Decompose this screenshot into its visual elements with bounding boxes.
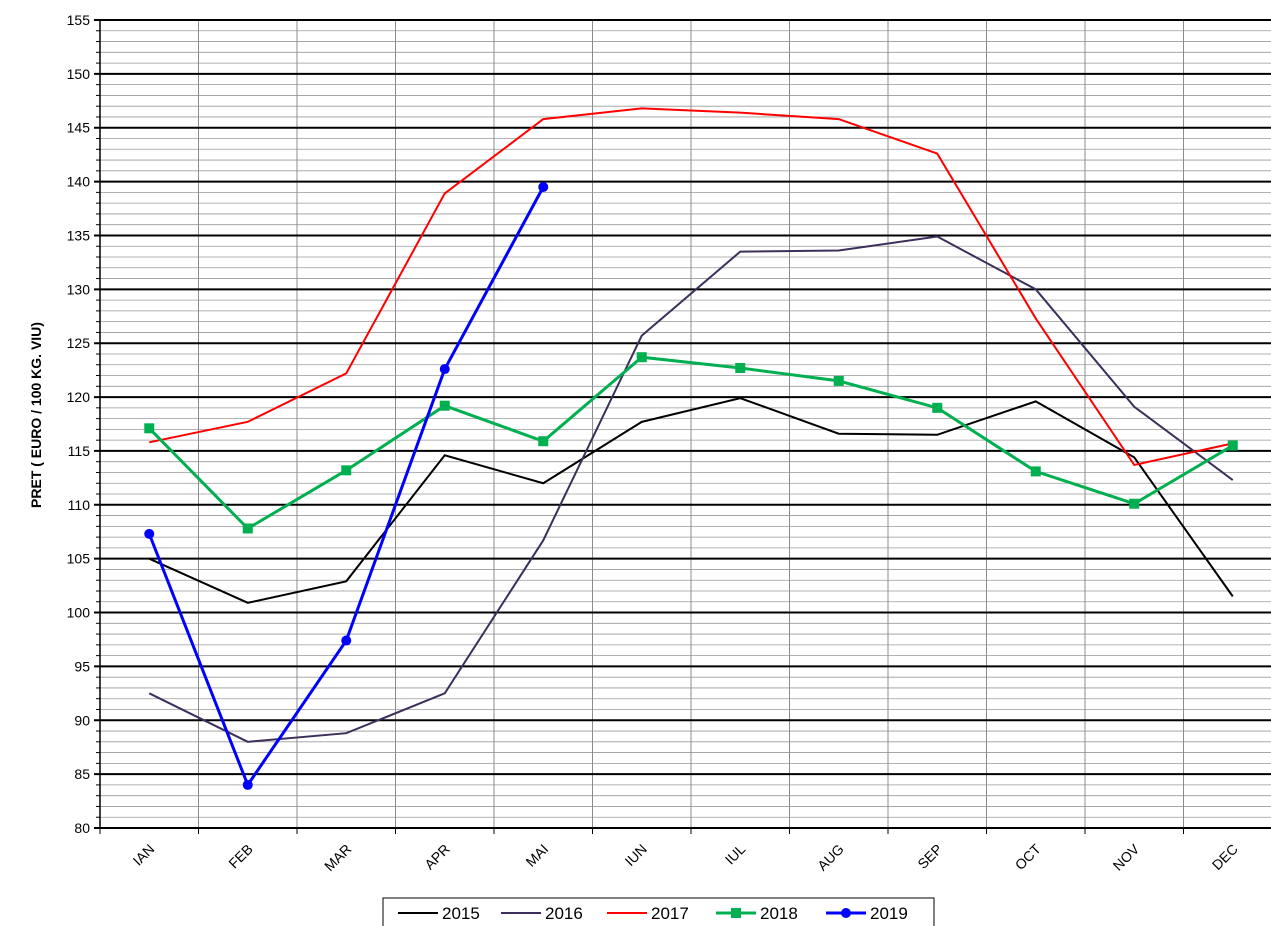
series-2016 — [148, 235, 1234, 743]
data-point — [341, 635, 352, 646]
x-tick-label: APR — [421, 841, 453, 873]
y-tick-label: 95 — [74, 658, 90, 674]
legend-marker — [841, 908, 851, 918]
x-tick-label: MAI — [522, 841, 551, 870]
x-tick-label: MAR — [321, 841, 354, 874]
series-2018 — [144, 352, 1238, 534]
legend-marker — [731, 908, 741, 918]
x-tick-label: IAN — [130, 841, 158, 869]
series-line — [148, 355, 1234, 531]
vertical-gridlines — [198, 20, 1184, 828]
data-point — [538, 181, 549, 192]
x-tick-label: NOV — [1110, 840, 1143, 873]
series-line — [147, 186, 545, 789]
y-tick-label: 100 — [67, 605, 91, 621]
y-tick-label: 135 — [67, 227, 91, 243]
y-tick-label: 150 — [67, 66, 91, 82]
x-tick-label: FEB — [225, 841, 256, 872]
y-tick-label: 155 — [67, 12, 91, 28]
legend-label: 2018 — [760, 904, 798, 923]
y-tick-label: 115 — [68, 443, 91, 459]
data-point — [341, 465, 352, 476]
x-tick-label: OCT — [1012, 840, 1045, 873]
y-tick-label: 90 — [74, 712, 90, 728]
y-tick-label: 130 — [67, 281, 91, 297]
y-tick-label: 85 — [74, 766, 90, 782]
legend-label: 2015 — [442, 904, 480, 923]
axes — [99, 20, 1271, 834]
y-axis-label: PRET ( EURO / 100 KG. VIU) — [28, 322, 44, 508]
y-tick-label: 140 — [67, 174, 91, 190]
x-tick-label: IUL — [722, 841, 749, 868]
legend-label: 2019 — [870, 904, 908, 923]
series-2017 — [149, 107, 1233, 467]
x-tick-label: IUN — [621, 841, 649, 869]
y-tick-label: 125 — [67, 335, 91, 351]
data-point — [144, 528, 155, 539]
data-point — [242, 523, 253, 534]
y-tick-label: 145 — [67, 120, 91, 136]
data-point — [833, 375, 844, 386]
x-tick-label: AUG — [814, 841, 847, 874]
legend-label: 2017 — [651, 904, 689, 923]
y-tick-label: 110 — [68, 497, 91, 513]
data-point — [538, 436, 549, 447]
y-tick-labels: 80 85 90 95 100 105 110 115 120 125 130 135 140 145 15… — [67, 12, 91, 836]
data-point — [439, 364, 450, 375]
data-point — [242, 779, 253, 790]
y-tick-label: 80 — [74, 820, 90, 836]
data-point — [144, 423, 155, 434]
legend-label: 2016 — [545, 904, 583, 923]
data-point — [1227, 440, 1238, 451]
data-point — [1030, 466, 1041, 477]
x-tick-labels: IAN FEB MAR APR MAI IUN IUL AUG SEP OCT NOV DEC — [130, 840, 1241, 874]
x-tick-label: DEC — [1209, 841, 1241, 873]
series-line — [149, 107, 1233, 467]
y-tick-label: 120 — [67, 389, 91, 405]
series-line — [148, 397, 1234, 604]
major-gridlines — [94, 19, 1271, 829]
data-point — [735, 362, 746, 373]
minor-gridlines — [96, 30, 1271, 818]
data-point — [636, 352, 647, 363]
series-group — [144, 107, 1238, 790]
series-line — [148, 235, 1234, 743]
y-tick-label: 105 — [67, 551, 91, 567]
series-2015 — [148, 397, 1234, 604]
data-point — [1129, 498, 1140, 509]
data-point — [439, 400, 450, 411]
x-tick-label: SEP — [914, 841, 945, 872]
legend: 2015 2016 2017 2018 2019 — [382, 897, 935, 926]
data-point — [932, 402, 943, 413]
series-2019 — [144, 181, 549, 790]
